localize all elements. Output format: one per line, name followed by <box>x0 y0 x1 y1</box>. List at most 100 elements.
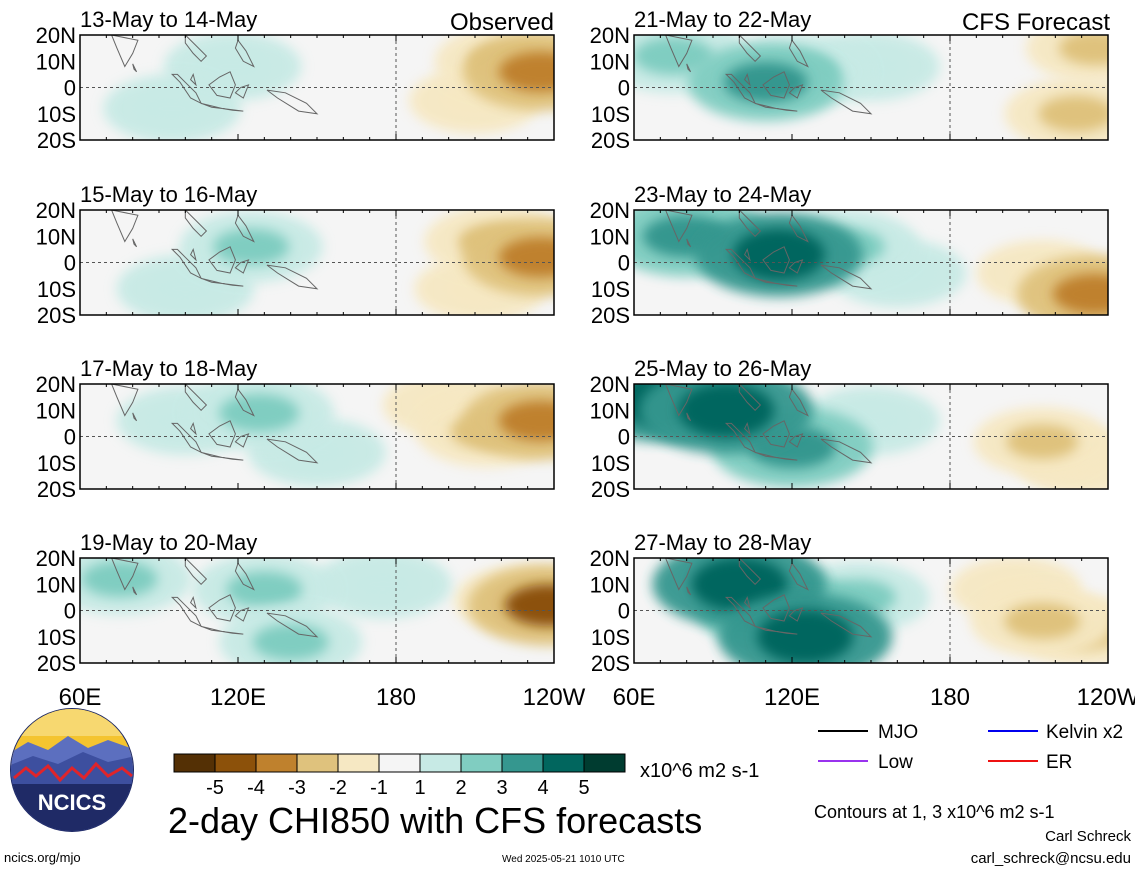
coastline <box>776 631 798 635</box>
anomaly-core <box>196 49 269 84</box>
panel-title: 15-May to 16-May <box>80 182 257 207</box>
panel-title: 27-May to 28-May <box>634 530 811 555</box>
coastline <box>820 89 873 115</box>
lat-label: 20S <box>591 303 630 328</box>
coastline <box>754 277 777 284</box>
lat-label: 10N <box>590 224 630 249</box>
coastline <box>234 259 250 274</box>
colorbar-swatch <box>337 753 380 773</box>
anomaly-core <box>213 228 290 265</box>
coastline <box>132 63 138 73</box>
anomaly-field <box>652 558 1108 663</box>
coastline <box>234 39 255 68</box>
logo-wordmark: NCICS <box>38 790 106 815</box>
colorbar-tick: 1 <box>414 777 425 799</box>
coastline <box>234 433 250 448</box>
coastline <box>820 612 873 638</box>
colorbar-tick: -1 <box>370 777 388 799</box>
lon-label: 180 <box>930 684 970 711</box>
coastline <box>788 388 809 417</box>
coastline <box>184 35 208 63</box>
coastline <box>111 35 139 68</box>
coastline <box>738 35 762 63</box>
lat-label: 20N <box>590 546 630 571</box>
coastline <box>189 595 197 610</box>
lon-label: 60E <box>613 684 656 711</box>
lat-label: 10N <box>36 49 76 74</box>
colorbar-swatch <box>460 753 503 773</box>
coastline <box>788 84 804 99</box>
coastline <box>762 246 790 274</box>
author-email: carl_schreck@ncsu.edu <box>970 850 1131 867</box>
coastline <box>776 457 798 461</box>
coastline <box>184 210 208 238</box>
lat-label: 10N <box>590 49 630 74</box>
lat-label: 20N <box>590 23 630 48</box>
colorbar-swatch <box>419 753 462 773</box>
panel-title: 13-May to 14-May <box>80 7 257 32</box>
coastline <box>189 421 197 436</box>
colorbar-tick: 2 <box>455 777 466 799</box>
anomaly-core <box>634 37 714 75</box>
lat-label: 20S <box>591 477 630 502</box>
lat-label: 10S <box>37 625 76 650</box>
coastline <box>266 89 319 115</box>
lat-label: 20N <box>36 546 76 571</box>
coastline <box>686 63 692 73</box>
lat-label: 0 <box>618 425 630 450</box>
lat-label: 10S <box>591 277 630 302</box>
coastline <box>743 72 751 87</box>
coastline <box>234 607 250 622</box>
coastline <box>788 259 804 274</box>
lat-label: 10S <box>37 277 76 302</box>
coastline <box>222 283 244 287</box>
anomaly-core <box>1004 603 1081 639</box>
coastline <box>222 631 244 635</box>
coastline <box>820 264 873 290</box>
coastline <box>776 283 798 287</box>
colorbar-tick: -2 <box>329 777 347 799</box>
coastline <box>686 412 692 422</box>
coastline <box>200 102 223 109</box>
anomaly-core <box>346 567 419 602</box>
lon-label: 120E <box>764 684 820 711</box>
coastline <box>234 562 255 591</box>
colorbar-tick: 5 <box>578 777 589 799</box>
coastline <box>266 612 319 638</box>
coastline <box>208 246 236 274</box>
contours-note: Contours at 1, 3 x10^6 m2 s-1 <box>814 802 1055 822</box>
lat-label: 20S <box>37 477 76 502</box>
lat-label: 0 <box>64 599 76 624</box>
observed-label: Observed <box>450 9 554 36</box>
coastline <box>738 558 762 586</box>
anomaly-core <box>252 624 329 660</box>
author-name: Carl Schreck <box>1045 828 1131 845</box>
coastline <box>200 277 223 284</box>
colorbar-tick: 3 <box>496 777 507 799</box>
anomaly-core <box>498 237 554 278</box>
lat-label: 0 <box>618 599 630 624</box>
panel-title: 21-May to 22-May <box>634 7 811 32</box>
anomaly-core <box>1058 35 1108 66</box>
coastline <box>724 248 757 280</box>
anomaly-core <box>504 584 554 627</box>
colorbar-tick: -5 <box>206 777 224 799</box>
coastline <box>686 586 692 596</box>
lon-label: 180 <box>376 684 416 711</box>
coastline <box>738 384 762 412</box>
coastline <box>189 72 197 87</box>
coastline <box>234 214 255 243</box>
coastline <box>762 594 790 622</box>
lat-label: 0 <box>618 251 630 276</box>
anomaly-field <box>634 35 1108 140</box>
lat-label: 10N <box>36 398 76 423</box>
anomaly-core <box>149 271 222 306</box>
coastline <box>743 247 751 262</box>
